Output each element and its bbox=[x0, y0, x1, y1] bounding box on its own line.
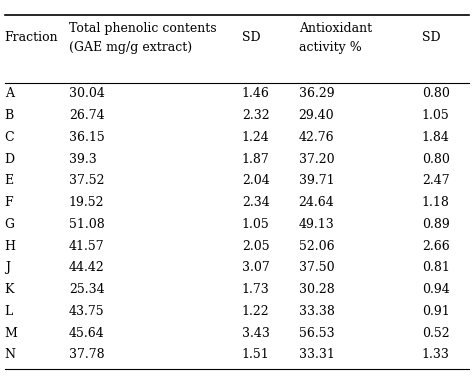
Text: F: F bbox=[5, 196, 13, 209]
Text: 0.91: 0.91 bbox=[422, 305, 450, 318]
Text: 0.81: 0.81 bbox=[422, 261, 450, 274]
Text: 51.08: 51.08 bbox=[69, 218, 104, 231]
Text: 39.71: 39.71 bbox=[299, 174, 334, 187]
Text: H: H bbox=[5, 239, 16, 253]
Text: 44.42: 44.42 bbox=[69, 261, 104, 274]
Text: 36.29: 36.29 bbox=[299, 87, 334, 100]
Text: 0.80: 0.80 bbox=[422, 87, 450, 100]
Text: K: K bbox=[5, 283, 14, 296]
Text: A: A bbox=[5, 87, 14, 100]
Text: 49.13: 49.13 bbox=[299, 218, 334, 231]
Text: 3.43: 3.43 bbox=[242, 326, 270, 340]
Text: J: J bbox=[5, 261, 10, 274]
Text: SD: SD bbox=[242, 31, 260, 44]
Text: 2.34: 2.34 bbox=[242, 196, 270, 209]
Text: L: L bbox=[5, 305, 13, 318]
Text: 33.38: 33.38 bbox=[299, 305, 335, 318]
Text: 2.32: 2.32 bbox=[242, 109, 269, 122]
Text: 37.20: 37.20 bbox=[299, 153, 334, 166]
Text: 0.94: 0.94 bbox=[422, 283, 450, 296]
Text: 26.74: 26.74 bbox=[69, 109, 104, 122]
Text: 1.73: 1.73 bbox=[242, 283, 270, 296]
Text: N: N bbox=[5, 348, 16, 361]
Text: 1.05: 1.05 bbox=[422, 109, 450, 122]
Text: 37.78: 37.78 bbox=[69, 348, 104, 361]
Text: B: B bbox=[5, 109, 14, 122]
Text: 37.50: 37.50 bbox=[299, 261, 334, 274]
Text: 1.18: 1.18 bbox=[422, 196, 450, 209]
Text: 19.52: 19.52 bbox=[69, 196, 104, 209]
Text: 0.89: 0.89 bbox=[422, 218, 450, 231]
Text: 33.31: 33.31 bbox=[299, 348, 335, 361]
Text: Fraction: Fraction bbox=[5, 31, 58, 44]
Text: Antioxidant: Antioxidant bbox=[299, 22, 372, 35]
Text: 42.76: 42.76 bbox=[299, 131, 334, 144]
Text: 39.3: 39.3 bbox=[69, 153, 97, 166]
Text: 2.47: 2.47 bbox=[422, 174, 449, 187]
Text: 37.52: 37.52 bbox=[69, 174, 104, 187]
Text: Total phenolic contents: Total phenolic contents bbox=[69, 22, 216, 35]
Text: 52.06: 52.06 bbox=[299, 239, 334, 253]
Text: 2.05: 2.05 bbox=[242, 239, 269, 253]
Text: activity %: activity % bbox=[299, 41, 361, 54]
Text: 1.24: 1.24 bbox=[242, 131, 270, 144]
Text: 1.51: 1.51 bbox=[242, 348, 270, 361]
Text: 1.22: 1.22 bbox=[242, 305, 269, 318]
Text: 56.53: 56.53 bbox=[299, 326, 334, 340]
Text: 2.04: 2.04 bbox=[242, 174, 270, 187]
Text: G: G bbox=[5, 218, 15, 231]
Text: (GAE mg/g extract): (GAE mg/g extract) bbox=[69, 41, 192, 54]
Text: 3.07: 3.07 bbox=[242, 261, 270, 274]
Text: E: E bbox=[5, 174, 14, 187]
Text: 1.87: 1.87 bbox=[242, 153, 270, 166]
Text: M: M bbox=[5, 326, 18, 340]
Text: 25.34: 25.34 bbox=[69, 283, 104, 296]
Text: 45.64: 45.64 bbox=[69, 326, 104, 340]
Text: D: D bbox=[5, 153, 15, 166]
Text: 29.40: 29.40 bbox=[299, 109, 334, 122]
Text: SD: SD bbox=[422, 31, 440, 44]
Text: 30.04: 30.04 bbox=[69, 87, 105, 100]
Text: 0.80: 0.80 bbox=[422, 153, 450, 166]
Text: 1.33: 1.33 bbox=[422, 348, 450, 361]
Text: 30.28: 30.28 bbox=[299, 283, 334, 296]
Text: 24.64: 24.64 bbox=[299, 196, 334, 209]
Text: 2.66: 2.66 bbox=[422, 239, 450, 253]
Text: 36.15: 36.15 bbox=[69, 131, 104, 144]
Text: 1.46: 1.46 bbox=[242, 87, 270, 100]
Text: 43.75: 43.75 bbox=[69, 305, 104, 318]
Text: 0.52: 0.52 bbox=[422, 326, 449, 340]
Text: 1.84: 1.84 bbox=[422, 131, 450, 144]
Text: 1.05: 1.05 bbox=[242, 218, 270, 231]
Text: C: C bbox=[5, 131, 14, 144]
Text: 41.57: 41.57 bbox=[69, 239, 104, 253]
